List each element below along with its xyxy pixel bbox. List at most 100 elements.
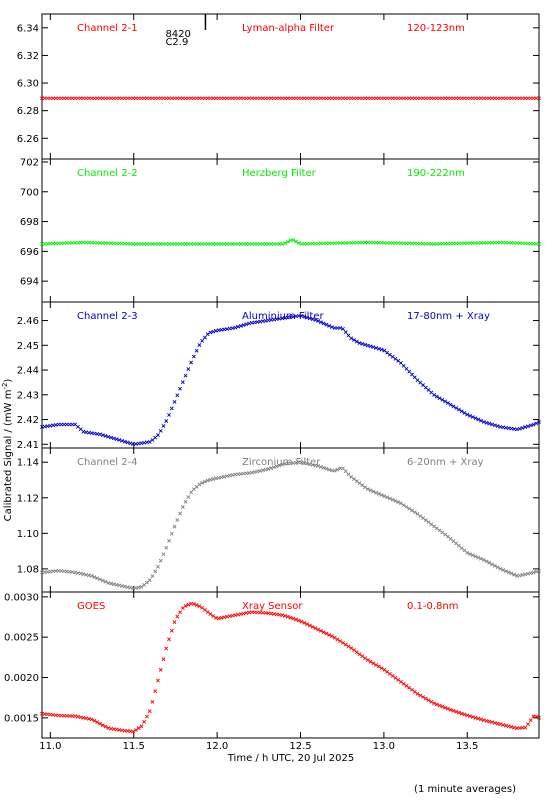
data-point xyxy=(219,615,224,620)
data-point xyxy=(487,719,492,724)
data-point xyxy=(327,632,332,637)
data-point xyxy=(503,723,508,728)
data-point xyxy=(189,360,194,365)
data-point xyxy=(343,469,348,474)
data-point xyxy=(78,715,83,720)
data-point xyxy=(147,578,152,583)
data-point xyxy=(341,640,345,645)
data-point xyxy=(260,468,265,473)
y-axis-label-close: ) xyxy=(3,379,14,383)
data-point xyxy=(214,615,218,620)
panel-frame xyxy=(41,158,540,303)
data-point xyxy=(537,241,541,246)
data-point xyxy=(307,316,312,321)
data-point xyxy=(526,722,530,727)
data-point xyxy=(186,602,191,607)
data-point xyxy=(487,560,492,565)
y-tick-label: 1.12 xyxy=(17,493,39,504)
data-point xyxy=(150,574,155,578)
data-point xyxy=(432,524,436,529)
data-point xyxy=(161,424,166,428)
data-point xyxy=(387,352,392,357)
data-point xyxy=(299,313,304,318)
data-point xyxy=(434,394,439,399)
data-point xyxy=(534,714,539,719)
data-point xyxy=(501,722,506,727)
data-point xyxy=(454,709,459,714)
data-point xyxy=(352,477,356,481)
data-point xyxy=(473,416,478,421)
data-point xyxy=(153,689,158,694)
data-point xyxy=(443,532,448,537)
data-point xyxy=(167,637,171,642)
data-point xyxy=(349,646,354,651)
data-point xyxy=(520,572,525,577)
data-point xyxy=(457,710,461,715)
data-point xyxy=(225,474,229,479)
panel-frame xyxy=(41,591,540,739)
data-point xyxy=(186,367,191,372)
data-point xyxy=(316,627,321,632)
data-point xyxy=(136,585,141,590)
data-point xyxy=(197,482,202,487)
data-point xyxy=(495,565,500,570)
panel-channel-name: GOES xyxy=(77,601,105,612)
data-point xyxy=(122,439,127,444)
y-tick-label: 1.14 xyxy=(17,458,39,469)
y-tick-label: 700 xyxy=(20,187,39,198)
data-point xyxy=(277,463,282,468)
data-point xyxy=(385,669,390,674)
data-point xyxy=(167,413,171,417)
data-point xyxy=(249,470,254,475)
data-point xyxy=(346,333,351,338)
y-tick-label: 0.0030 xyxy=(4,592,39,603)
data-point xyxy=(150,699,155,704)
data-point xyxy=(363,656,367,661)
data-point xyxy=(291,616,296,621)
data-point xyxy=(230,613,235,618)
data-point xyxy=(274,464,279,469)
x-tick-label: 11.0 xyxy=(39,741,61,752)
data-point xyxy=(175,393,180,398)
data-point xyxy=(407,369,412,374)
y-tick-label: 694 xyxy=(20,277,39,288)
data-point xyxy=(156,433,160,438)
data-point xyxy=(302,620,307,625)
data-point xyxy=(382,667,387,672)
data-point xyxy=(73,570,78,575)
data-point xyxy=(506,570,511,575)
data-point xyxy=(169,628,174,633)
panel-frame xyxy=(41,13,540,160)
data-point xyxy=(526,571,530,576)
data-point xyxy=(479,717,483,722)
data-point xyxy=(305,315,309,320)
data-point xyxy=(164,419,169,423)
data-point xyxy=(263,467,268,472)
data-point xyxy=(133,586,138,590)
data-point xyxy=(537,715,541,720)
data-point xyxy=(172,524,177,529)
data-point xyxy=(180,505,185,510)
data-point xyxy=(470,415,475,419)
data-point xyxy=(393,498,398,503)
data-point xyxy=(222,474,227,479)
data-point xyxy=(73,714,78,719)
data-point xyxy=(197,604,202,609)
data-point xyxy=(523,425,528,430)
series-5 xyxy=(40,601,541,734)
panel-channel-name: Channel 2-3 xyxy=(77,311,138,322)
data-point xyxy=(352,338,356,342)
data-point xyxy=(316,464,321,468)
y-tick-label: 702 xyxy=(20,157,39,168)
data-point xyxy=(283,241,287,246)
data-point xyxy=(302,314,307,319)
data-point xyxy=(509,724,514,729)
data-point xyxy=(352,648,356,653)
data-point xyxy=(98,721,102,726)
data-point xyxy=(404,683,409,688)
chart-panels: 6.26 6.28 6.30 6.32 6.34 Channel 2-1 Lyman-alp… xyxy=(4,13,541,739)
y-tick-label: 6.34 xyxy=(17,23,39,34)
data-point xyxy=(374,490,379,495)
data-point xyxy=(318,628,323,633)
data-point xyxy=(327,323,332,328)
